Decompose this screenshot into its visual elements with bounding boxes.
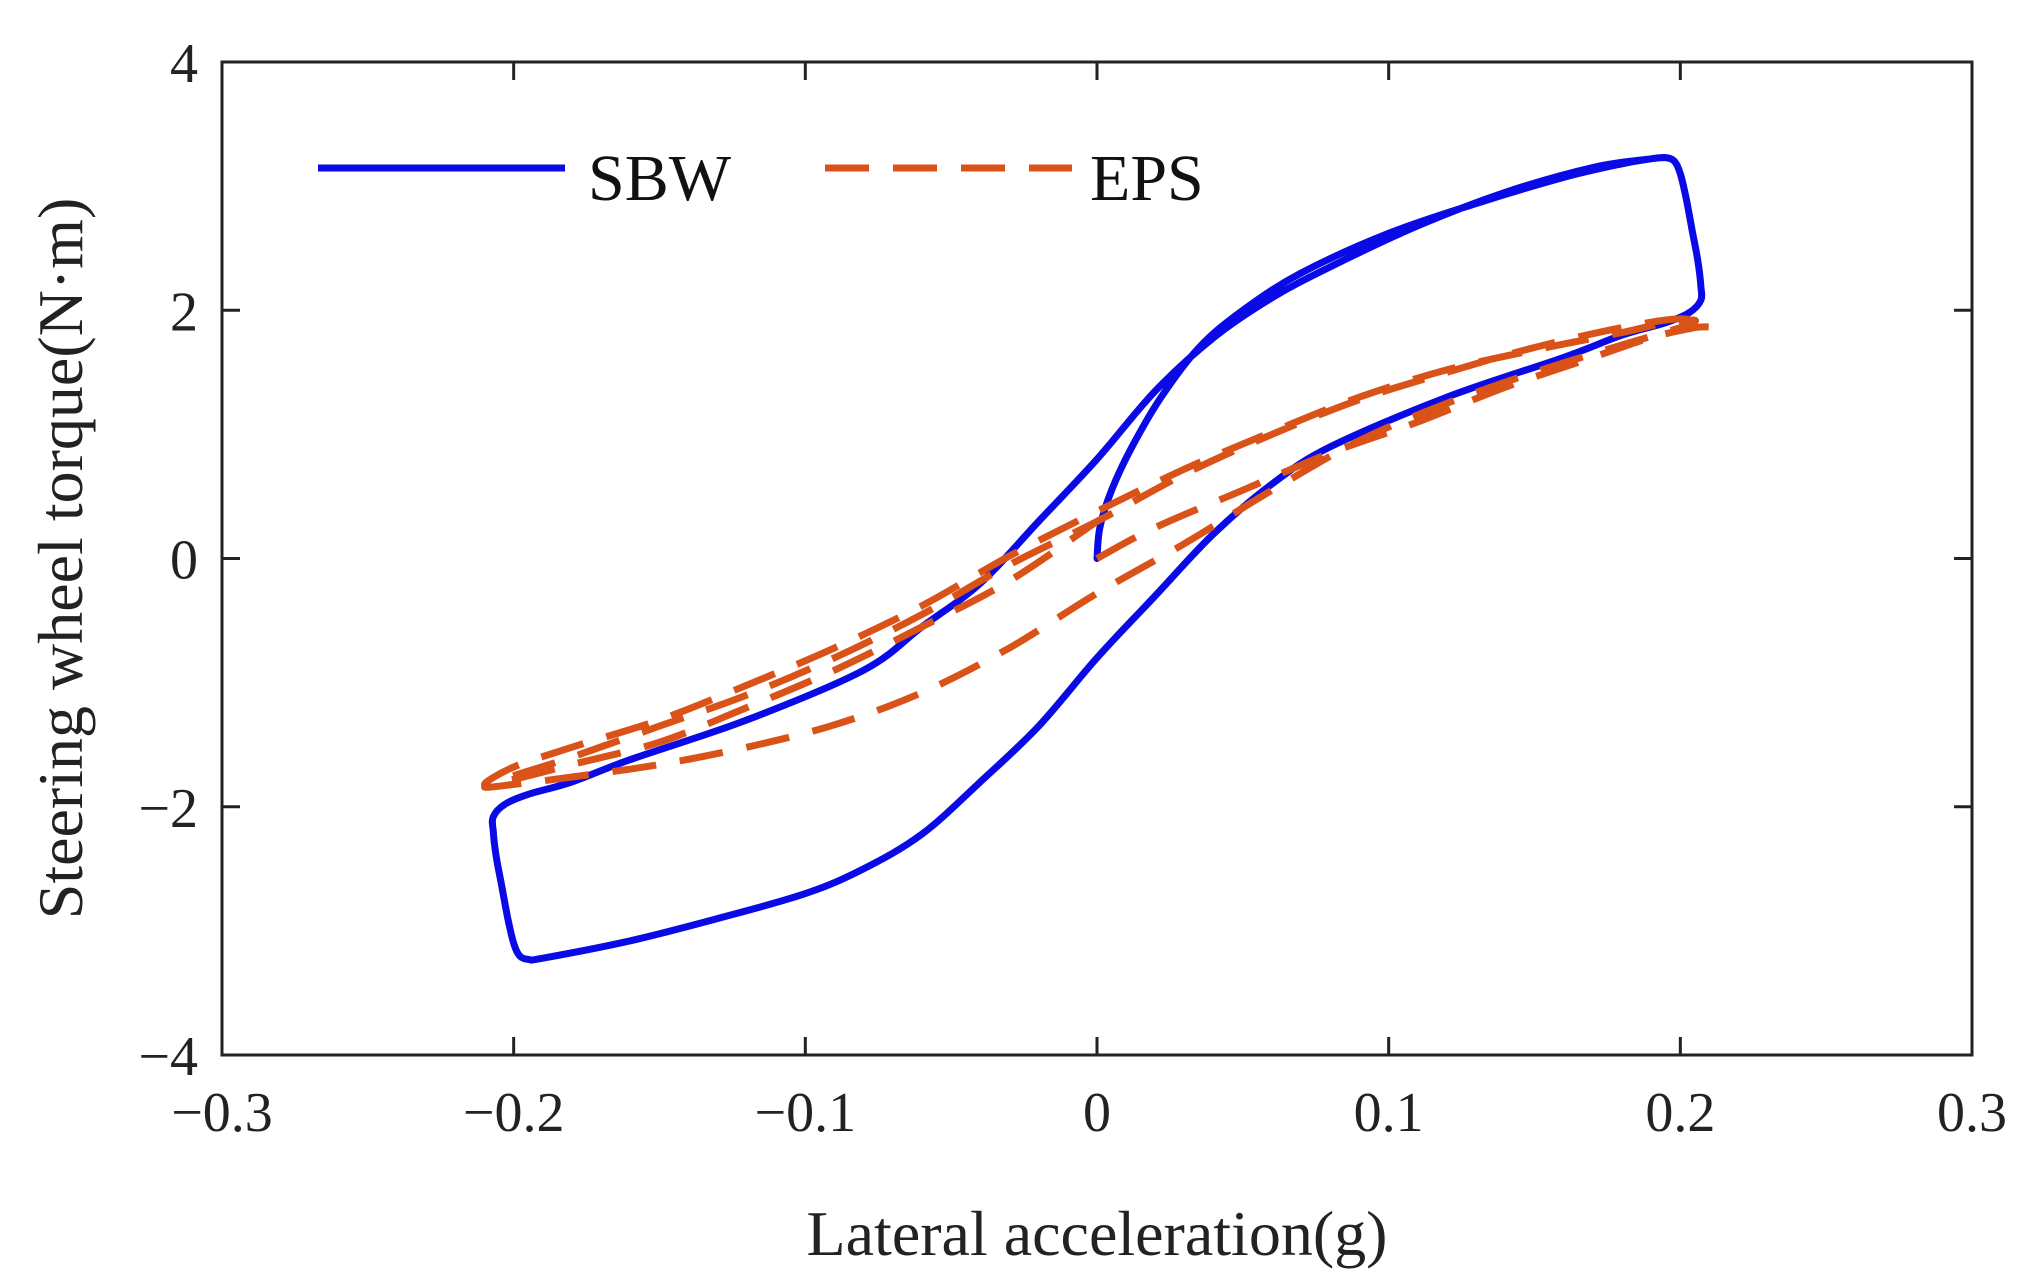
y-tick-label: 0 [170,530,198,592]
legend-label-sbw: SBW [588,142,732,215]
axis-ticks: −0.3 −0.2 −0.1 0 0.1 0.2 0.3 −4 −2 0 2 4 [138,33,2007,1144]
x-axis-title: Lateral acceleration(g) [807,1198,1388,1269]
legend-label-eps: EPS [1090,142,1204,215]
x-tick-label: 0 [1083,1082,1111,1144]
x-tick-label: 0.3 [1937,1082,2007,1144]
x-tick-label: 0.1 [1354,1082,1424,1144]
series-line-eps [481,315,1714,791]
x-tick-label: −0.3 [171,1082,273,1144]
y-axis-title: Steering wheel torque(N·m) [25,198,96,920]
y-tick-label: 2 [170,281,198,343]
legend: SBW EPS [318,142,1204,215]
x-tick-label: −0.1 [755,1082,857,1144]
y-tick-label: 4 [170,33,198,95]
x-tick-label: −0.2 [463,1082,565,1144]
series-line-sbw [488,153,1706,964]
x-tick-label: 0.2 [1645,1082,1715,1144]
y-tick-label: −2 [138,778,198,840]
y-tick-label: −4 [138,1026,198,1088]
series-layer [481,153,1714,964]
